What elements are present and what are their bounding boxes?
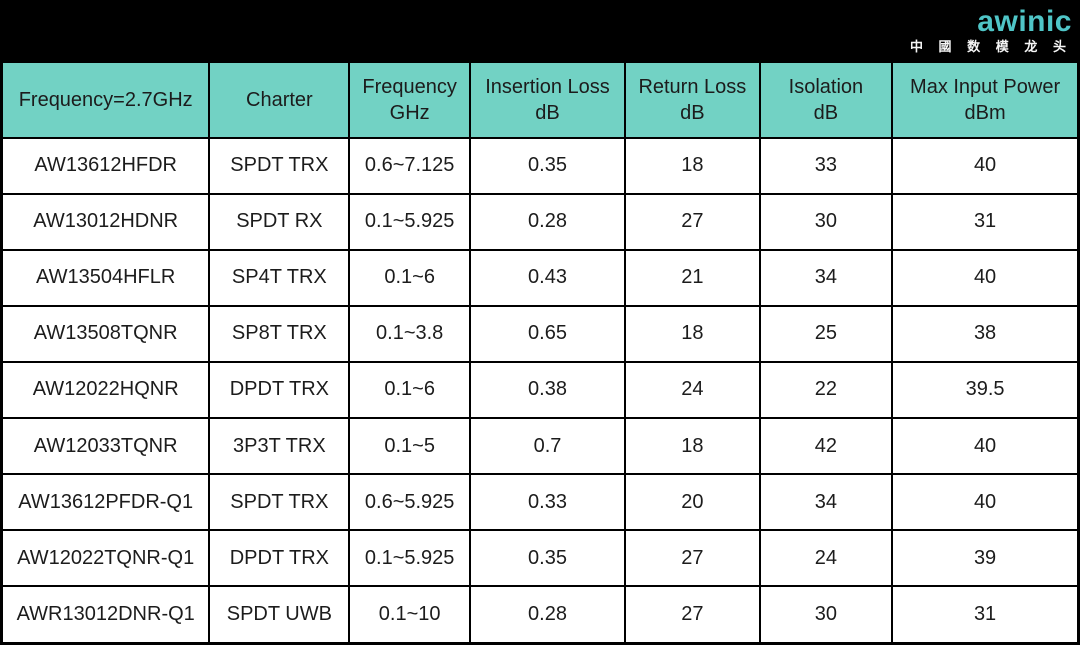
col-header-line: Return Loss [638, 75, 747, 98]
table-cell: 20 [624, 473, 761, 532]
table-cell: 0.28 [468, 192, 627, 251]
table-cell: AW13612HFDR [0, 136, 211, 195]
table-row: AW12022HQNR DPDT TRX 0.1~6 0.38 24 22 39.5 [0, 360, 1080, 419]
product-spec-table: Frequency=2.7GHz Charter Frequency GHz I… [0, 60, 1080, 645]
col-header-isolation: Isolation dB [758, 60, 894, 139]
table-cell: 0.6~7.125 [348, 136, 471, 195]
table-cell: 0.7 [468, 416, 627, 476]
table-cell: 0.1~6 [348, 360, 471, 419]
col-header-max-input-power: Max Input Power dBm [891, 60, 1080, 139]
table-cell: 40 [891, 473, 1080, 532]
table-cell: 27 [624, 529, 761, 588]
header-row: Frequency=2.7GHz Charter Frequency GHz I… [0, 60, 1080, 139]
table-cell: 42 [758, 416, 894, 476]
col-header-line: dB [535, 101, 560, 124]
table-cell: 0.33 [468, 473, 627, 532]
col-header-frequency: Frequency GHz [348, 60, 471, 139]
table-cell: AW13612PFDR-Q1 [0, 473, 211, 532]
table-row: AW12022TQNR-Q1 DPDT TRX 0.1~5.925 0.35 27 24 3… [0, 529, 1080, 588]
table-cell: 34 [758, 248, 894, 307]
table-cell: 0.35 [468, 529, 627, 588]
col-header-line: dB [680, 101, 705, 124]
col-header-charter: Charter [208, 60, 351, 139]
table-cell: 0.1~3.8 [348, 304, 471, 363]
col-header-line: Insertion Loss [485, 75, 610, 98]
table-cell: AW13504HFLR [0, 248, 211, 307]
table-cell: 0.6~5.925 [348, 473, 471, 532]
table-body: AW13612HFDR SPDT TRX 0.6~7.125 0.35 18 33 40 AW… [0, 136, 1080, 645]
table-cell: 0.1~5.925 [348, 529, 471, 588]
table-cell: DPDT TRX [208, 529, 351, 588]
table-cell: 31 [891, 585, 1080, 645]
col-header-line: dBm [964, 101, 1006, 124]
table-row: AW13612PFDR-Q1 SPDT TRX 0.6~5.925 0.33 20 34 4… [0, 473, 1080, 532]
col-header-line: dB [813, 101, 839, 124]
table-cell: SPDT TRX [208, 473, 351, 532]
col-header-line: Charter [246, 88, 313, 111]
table-cell: 0.38 [468, 360, 627, 419]
col-header-line: Frequency=2.7GHz [18, 88, 193, 111]
table-row: AW13012HDNR SPDT RX 0.1~5.925 0.28 27 30 31 [0, 192, 1080, 251]
table-cell: 40 [891, 136, 1080, 195]
table-cell: 24 [624, 360, 761, 419]
table-cell: 30 [758, 192, 894, 251]
table-cell: SPDT UWB [208, 585, 351, 645]
table-cell: 3P3T TRX [208, 416, 351, 476]
table-cell: 27 [624, 585, 761, 645]
table-cell: SP4T TRX [208, 248, 351, 307]
brand-tagline: 中 國 数 模 龙 头 [909, 39, 1072, 54]
table-cell: 0.65 [468, 304, 627, 363]
table-cell: AW12022HQNR [0, 360, 211, 419]
col-header-insertion-loss: Insertion Loss dB [468, 60, 627, 139]
table-row: AW12033TQNR 3P3T TRX 0.1~5 0.7 18 42 40 [0, 416, 1080, 476]
table-cell: 31 [891, 192, 1080, 251]
table-cell: 22 [758, 360, 894, 419]
table-cell: AW13012HDNR [0, 192, 211, 251]
table-cell: 0.43 [468, 248, 627, 307]
table-cell: AW12033TQNR [0, 416, 211, 476]
table-cell: AW12022TQNR-Q1 [0, 529, 211, 588]
table-cell: 30 [758, 585, 894, 645]
table-cell: 18 [624, 304, 761, 363]
table-row: AW13612HFDR SPDT TRX 0.6~7.125 0.35 18 33 40 [0, 136, 1080, 195]
table-cell: 0.28 [468, 585, 627, 645]
table-row: AWR13012DNR-Q1 SPDT UWB 0.1~10 0.28 27 30 31 [0, 585, 1080, 645]
table-cell: 39.5 [891, 360, 1080, 419]
table-cell: 25 [758, 304, 894, 363]
brand-logo: awinic 中 國 数 模 龙 头 [909, 5, 1072, 54]
awinic-logo-text: awinic [977, 5, 1072, 38]
table-cell: 0.1~5.925 [348, 192, 471, 251]
top-banner: awinic 中 國 数 模 龙 头 [0, 0, 1080, 60]
table-row: AW13508TQNR SP8T TRX 0.1~3.8 0.65 18 25 38 [0, 304, 1080, 363]
table-cell: 0.1~5 [348, 416, 471, 476]
col-header-line: Frequency [362, 75, 457, 98]
table-cell: 0.1~6 [348, 248, 471, 307]
table-cell: 18 [624, 416, 761, 476]
table-cell: 33 [758, 136, 894, 195]
table-cell: 38 [891, 304, 1080, 363]
table-cell: 40 [891, 248, 1080, 307]
table-cell: SPDT RX [208, 192, 351, 251]
table-cell: 18 [624, 136, 761, 195]
table-cell: 34 [758, 473, 894, 532]
table-cell: 0.35 [468, 136, 627, 195]
table-row: AW13504HFLR SP4T TRX 0.1~6 0.43 21 34 40 [0, 248, 1080, 307]
table-cell: 39 [891, 529, 1080, 588]
col-header-return-loss: Return Loss dB [624, 60, 761, 139]
table-cell: SPDT TRX [208, 136, 351, 195]
table-cell: 24 [758, 529, 894, 588]
table-cell: AW13508TQNR [0, 304, 211, 363]
table-cell: DPDT TRX [208, 360, 351, 419]
table-cell: 21 [624, 248, 761, 307]
table-cell: 0.1~10 [348, 585, 471, 645]
table-cell: 40 [891, 416, 1080, 476]
col-header-line: Max Input Power [910, 75, 1061, 98]
table-cell: 27 [624, 192, 761, 251]
col-header-line: GHz [389, 101, 430, 124]
table-cell: AWR13012DNR-Q1 [0, 585, 211, 645]
table-cell: SP8T TRX [208, 304, 351, 363]
col-header-line: Isolation [788, 75, 864, 98]
col-header-condition: Frequency=2.7GHz [0, 60, 211, 139]
